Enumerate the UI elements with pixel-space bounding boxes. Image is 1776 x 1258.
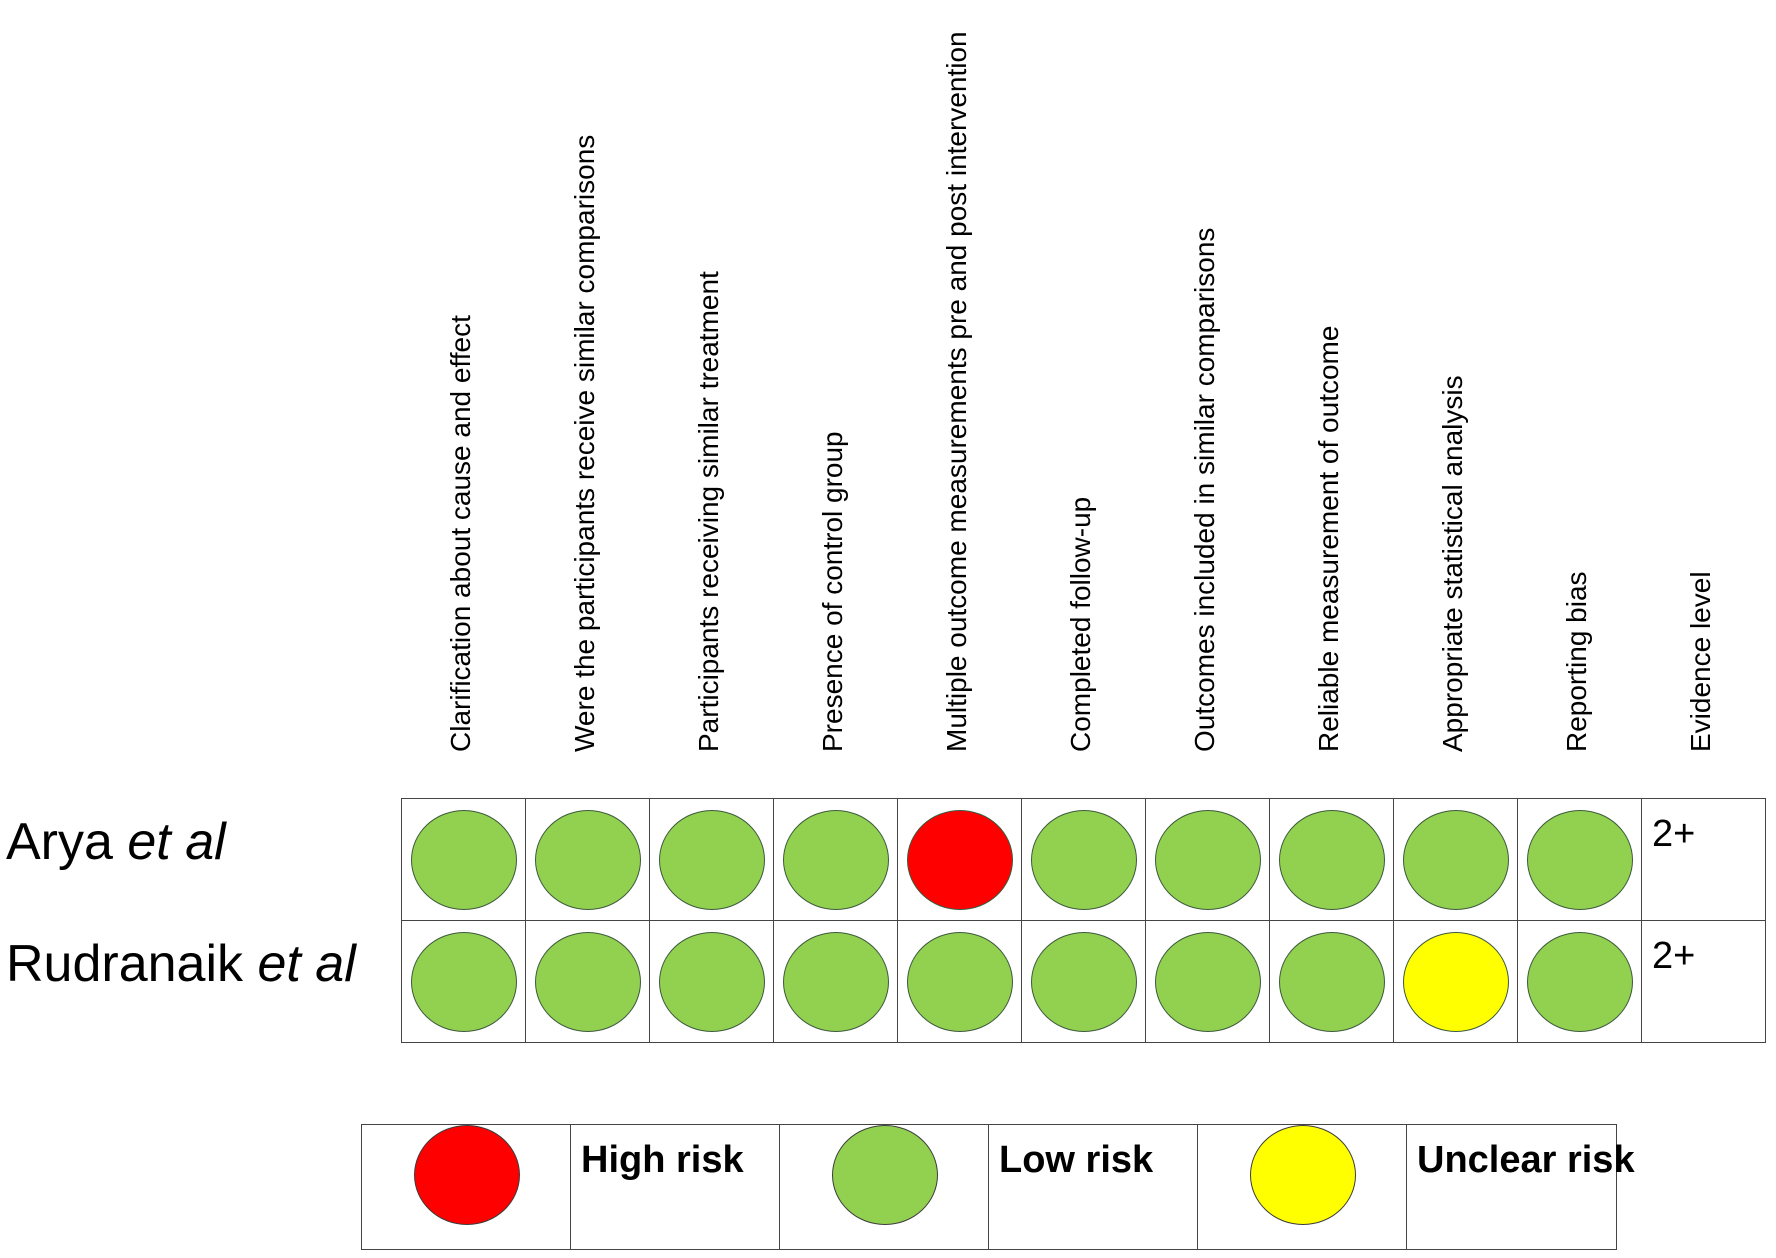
legend: High risk Low risk Unclear risk — [361, 1124, 1635, 1250]
column-header-label: Multiple outcome measurements pre and po… — [941, 31, 972, 752]
column-header-label: Participants receiving similar treatment — [693, 271, 724, 752]
evidence-cell: 2+ — [1642, 799, 1766, 921]
study-name: Arya — [6, 813, 128, 871]
rating-cell — [1270, 799, 1394, 921]
rating-cell — [650, 799, 774, 921]
legend-label: Unclear risk — [1417, 1139, 1635, 1181]
low-risk-circle — [782, 931, 889, 1032]
low-risk-circle — [1526, 809, 1633, 910]
low-risk-circle — [534, 931, 641, 1032]
legend-label: High risk — [581, 1139, 744, 1181]
rating-cell — [526, 799, 650, 921]
legend-swatch-cell — [362, 1125, 571, 1249]
column-header-label: Were the participants receive similar co… — [569, 134, 600, 752]
low-risk-circle — [1278, 809, 1385, 910]
low-risk-circle — [410, 931, 517, 1032]
low-risk-circle — [906, 931, 1013, 1032]
column-header-label: Reporting bias — [1561, 571, 1592, 752]
legend-swatch-cell — [780, 1125, 989, 1249]
legend-label-cell: Low risk — [989, 1125, 1198, 1249]
legend-label-cell: Unclear risk — [1407, 1125, 1635, 1249]
rating-cell — [774, 799, 898, 921]
study-label-arya: Arya et al — [6, 812, 226, 872]
rating-cell — [1146, 921, 1270, 1043]
low-risk-circle — [1526, 931, 1633, 1032]
low-risk-circle — [1154, 809, 1261, 910]
rating-cell — [774, 921, 898, 1043]
unclear-risk-swatch — [1250, 1125, 1356, 1225]
low-risk-circle — [658, 931, 765, 1032]
rating-cell — [1518, 799, 1642, 921]
high-risk-swatch — [414, 1125, 520, 1225]
low-risk-circle — [782, 809, 889, 910]
low-risk-circle — [1402, 809, 1509, 910]
evidence-cell: 2+ — [1642, 921, 1766, 1043]
low-risk-circle — [1030, 809, 1137, 910]
rating-cell — [1394, 799, 1518, 921]
rating-cell — [1022, 921, 1146, 1043]
rating-cell — [1394, 921, 1518, 1043]
rating-cell — [1270, 921, 1394, 1043]
study-row: 2+ — [402, 799, 1766, 921]
column-header-label: Reliable measurement of outcome — [1313, 325, 1344, 752]
low-risk-circle — [410, 809, 517, 910]
legend-label: Low risk — [999, 1139, 1154, 1181]
unclear-risk-circle — [1402, 931, 1509, 1032]
column-header-label: Appropriate statistical analysis — [1437, 375, 1468, 752]
low-risk-circle — [534, 809, 641, 910]
column-header-label: Presence of control group — [817, 431, 848, 752]
rating-cell — [898, 921, 1022, 1043]
low-risk-circle — [1154, 931, 1261, 1032]
rating-cell — [650, 921, 774, 1043]
rating-cell — [1518, 921, 1642, 1043]
column-header-label: Clarification about cause and effect — [445, 315, 476, 752]
rating-cell — [402, 921, 526, 1043]
study-suffix: et al — [127, 813, 226, 871]
evidence-level-value: 2+ — [1652, 935, 1696, 977]
evidence-level-value: 2+ — [1652, 813, 1696, 855]
column-header-label: Completed follow-up — [1065, 496, 1096, 752]
rating-cell — [402, 799, 526, 921]
rating-cell — [526, 921, 650, 1043]
column-header-label: Outcomes included in similar comparisons — [1189, 227, 1220, 752]
low-risk-circle — [1278, 931, 1385, 1032]
study-name: Rudranaik — [6, 935, 258, 993]
rating-cell — [898, 799, 1022, 921]
rating-cell — [1146, 799, 1270, 921]
legend-label-cell: High risk — [571, 1125, 780, 1249]
study-label-rudranaik: Rudranaik et al — [6, 934, 356, 994]
risk-of-bias-grid: 2+ 2+ — [401, 798, 1766, 1043]
low-risk-circle — [1030, 931, 1137, 1032]
low-risk-swatch — [832, 1125, 938, 1225]
legend-swatch-cell — [1198, 1125, 1407, 1249]
low-risk-circle — [658, 809, 765, 910]
study-row: 2+ — [402, 921, 1766, 1043]
high-risk-circle — [906, 809, 1013, 910]
column-header-label: Evidence level — [1685, 571, 1716, 752]
rating-cell — [1022, 799, 1146, 921]
study-suffix: et al — [257, 935, 356, 993]
